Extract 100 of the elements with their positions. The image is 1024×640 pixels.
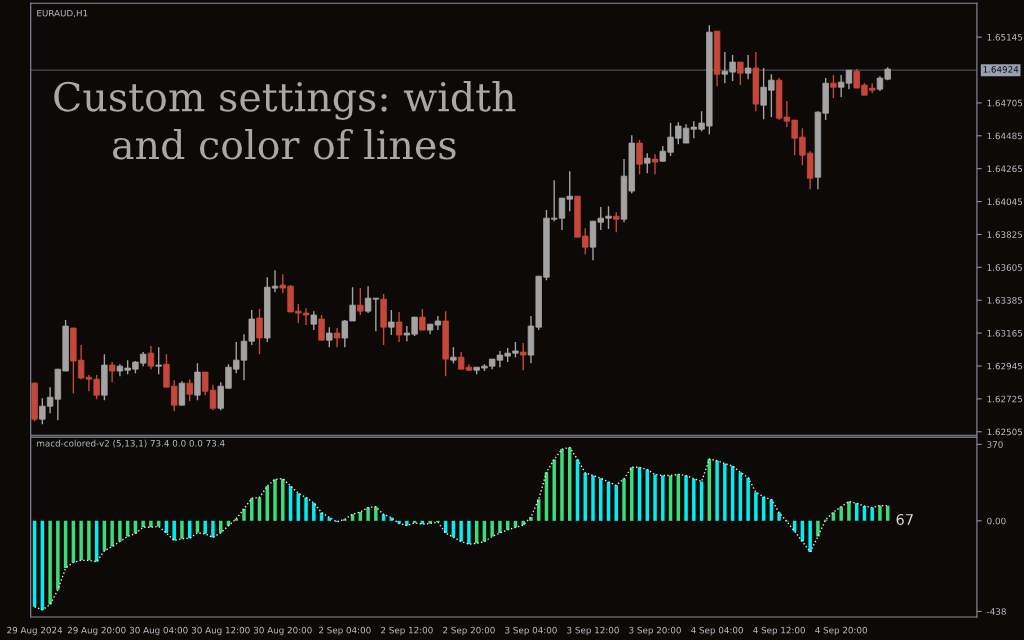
bar: [560, 449, 564, 521]
candlestick: [830, 74, 837, 99]
bar: [203, 520, 207, 534]
bar: [79, 520, 83, 561]
bar: [808, 520, 812, 553]
bar: [583, 472, 587, 521]
bar: [118, 520, 122, 542]
bar: [467, 520, 471, 545]
bar: [110, 520, 114, 547]
candlestick: [326, 326, 333, 348]
y-tick-label: 1.63165: [987, 329, 1023, 337]
bar: [878, 505, 882, 521]
x-tick-label: 29 Aug 20:00: [67, 626, 126, 636]
bar: [839, 506, 843, 521]
candlestick: [256, 308, 263, 355]
bar: [428, 520, 432, 524]
y-tick-label: 1.64045: [987, 198, 1023, 206]
candlestick: [31, 381, 38, 422]
bar: [180, 520, 184, 539]
x-tick-label: 3 Sep 20:00: [629, 626, 681, 636]
line-series: [33, 446, 889, 611]
x-tick-label: 3 Sep 04:00: [505, 626, 557, 636]
bar: [552, 459, 556, 521]
y-tick-label: 1.62725: [987, 395, 1023, 403]
bar: [847, 501, 851, 521]
annotation: 67: [896, 513, 913, 525]
candlestick: [310, 310, 318, 331]
x-tick-label: 4 Sep 04:00: [691, 626, 743, 636]
text: EURAUD,H1: [37, 9, 88, 18]
y-tick-label: 1.62505: [987, 428, 1023, 436]
bar: [304, 497, 308, 521]
x-tick-label: 30 Aug 12:00: [191, 626, 250, 636]
candlestick: [101, 353, 108, 401]
candlestick: [108, 361, 116, 383]
x-tick-label: 2 Sep 20:00: [443, 626, 495, 636]
x-tick-label: 2 Sep 04:00: [319, 626, 371, 636]
bar: [622, 478, 626, 521]
candlestick: [155, 346, 162, 375]
candlestick: [388, 309, 395, 336]
y-tick-label: 1.64705: [987, 99, 1023, 107]
candlestick: [318, 314, 325, 341]
bar: [692, 478, 696, 521]
bar: [661, 475, 665, 521]
y-tick-label: 1.63825: [987, 231, 1023, 238]
bar: [211, 520, 215, 538]
candlestick: [333, 327, 341, 348]
candlestick: [357, 287, 364, 316]
bar: [87, 520, 91, 561]
bar: [242, 508, 246, 521]
x-tick-label: 3 Sep 12:00: [567, 626, 619, 636]
x-tick-label: 30 Aug 20:00: [253, 626, 312, 636]
candlestick: [737, 61, 744, 86]
x-tick-label: 2 Sep 12:00: [381, 626, 433, 636]
bar: [715, 460, 719, 521]
bar: [366, 507, 370, 521]
x-tick-label: 29 Aug 2024: [7, 626, 63, 636]
bar: [490, 520, 494, 537]
candlestick: [186, 378, 193, 402]
bar: [48, 520, 52, 605]
candlestick: [419, 308, 426, 331]
bar: [870, 507, 874, 521]
chart-title: macd-colored-v2 (5,13,1) 73.4 0.0 0.0 73.4: [37, 439, 225, 448]
y-tick-label: 1.65145: [987, 33, 1023, 41]
x-tick-label: 30 Aug 04:00: [129, 626, 188, 636]
bar: [312, 502, 316, 521]
bar: [281, 478, 285, 521]
bar: [777, 512, 781, 521]
y-tick-label: 0.00: [987, 517, 1006, 525]
bar: [684, 475, 688, 521]
y-tick-label: 1.63605: [987, 264, 1023, 271]
ref-line-label: 1.64924: [983, 66, 1019, 73]
bar: [381, 514, 386, 521]
bar: [653, 474, 657, 521]
bar: [754, 492, 758, 521]
y-tick-label: 1.63385: [987, 297, 1023, 304]
candlestick: [194, 362, 201, 401]
candlestick: [613, 211, 620, 233]
candlestick: [442, 310, 449, 377]
y-tick-label: 370: [987, 441, 1003, 448]
candlestick: [636, 139, 643, 175]
bar: [149, 520, 153, 528]
bar: [56, 520, 60, 590]
bar: [459, 520, 463, 542]
bar: [591, 475, 595, 521]
y-tick-label: 1.64265: [987, 165, 1023, 173]
y-tick-label: -438: [987, 608, 1006, 615]
bar: [521, 520, 525, 526]
annotation: Custom settings: width and color of lines: [54, 81, 516, 160]
candlestick: [380, 293, 387, 346]
x-tick-label: 4 Sep 20:00: [815, 626, 868, 636]
candlestick: [519, 342, 527, 371]
y-tick-label: 1.62945: [987, 362, 1023, 370]
bar: [746, 477, 750, 521]
bar: [374, 506, 378, 521]
bar: [172, 520, 176, 541]
candlestick: [744, 54, 752, 80]
bar: [141, 520, 145, 528]
bar: [273, 479, 277, 521]
bar: [498, 520, 502, 534]
x-tick-label: 4 Sep 12:00: [753, 626, 805, 636]
